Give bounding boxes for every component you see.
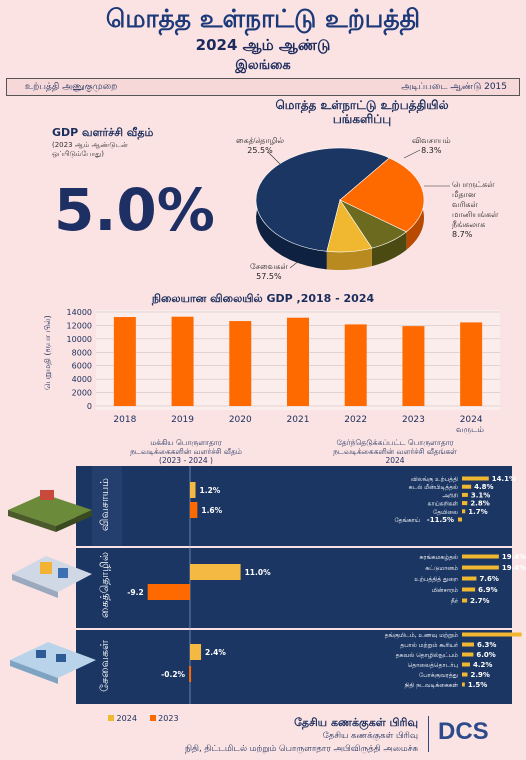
approach-label: உற்பத்தி அணுகுமுறை [25,82,118,92]
gdp-bar [229,321,252,406]
page-subtitle: 2024 ஆம் ஆண்டு [195,36,331,54]
pie-slice-2 [339,199,407,249]
selected-panel-head: தேர்ந்தெடுக்கப்பட்ட பொருளாதார நடவடிக்கைக… [333,438,457,465]
agriculture-band [92,466,122,546]
pie-label-services: சேவைகள் 57.5% [250,262,288,281]
pie-slice-1 [339,157,425,233]
industry-panel [76,548,512,628]
agriculture-label: விவசாயம் [98,478,111,532]
base-year-label: அடிப்படை ஆண்டு 2015 [401,82,507,92]
gdp-bar [287,317,309,406]
pie-title-line2: பங்களிப்பு [332,112,392,126]
legend-2023-swatch [149,715,156,721]
bar-x-tick: 2021 [287,415,310,425]
gdp-growth-label: GDP வளர்ச்சி வீதம் [52,126,154,139]
bar-x-tick: 2018 [113,415,136,425]
bar-y-tick: 6000 [72,362,92,371]
bar-chart-title: நிலையான விலையில் GDP ,2018 - 2024 [151,292,375,305]
legend-2024-label: 2024 [116,714,137,723]
bar-x-axis-label: வருடம் [456,425,484,435]
pie-side-3 [326,248,372,270]
bar-x-tick: 2024 [460,415,483,425]
info-bar: உற்பத்தி அணுகுமுறை அடிப்படை ஆண்டு 2015 [6,78,520,96]
bar-x-tick: 2023 [402,415,425,425]
gdp-growth-value: 5.0% [54,176,215,244]
legend-2023-label: 2023 [158,714,179,723]
bar-x-tick: 2019 [171,415,194,425]
footer-divider [428,716,429,752]
legend: 2024 2023 [108,714,179,723]
pie-side-0 [256,148,390,270]
bar-y-tick: 4000 [72,375,92,384]
pie-side-2 [371,231,407,267]
pie-title: மொத்த உள்நாட்டு உற்பத்தியில் பங்களிப்பு [262,98,462,126]
pie-slice-3 [326,199,373,253]
footer-ministry: நிதி, திட்டமிடல் மற்றும் பொருளாதார அபிவி… [184,744,418,754]
industry-label: கைத்தொழில் [98,552,111,619]
gdp-bar [113,317,136,406]
country-label: இலங்கை [235,58,291,73]
page-title: மொத்த உள்நாட்டு உற்பத்தி [105,4,421,33]
gdp-bar [344,324,367,406]
bar-y-tick: 0 [87,402,92,411]
bar-y-tick: 10000 [67,335,92,344]
dcs-logo: DCS [438,718,489,745]
pie-label-industry: கைத்தொழில் 25.5% [236,136,285,155]
services-label: சேவைகள் [98,640,111,692]
gdp-bar [460,322,483,406]
bar-y-tick: 2000 [72,389,92,398]
bar-y-axis-label: பெறுமதி (ரூபா பில்) [43,315,53,390]
services-panel [76,630,512,704]
pie-side-1 [389,157,424,250]
agriculture-panel [76,466,512,546]
pie-title-line1: மொத்த உள்நாட்டு உற்பத்தியில் [275,98,449,112]
bar-y-tick: 14000 [67,308,92,317]
gdp-growth-note-line1: (2023 ஆம் ஆண்டுடன் [52,141,128,149]
pie-label-taxes: பொருட்கள் மீதான வரிகள் மானியங்கள் நீங்கல… [452,180,499,239]
gdp-bar-chart: பெறுமதி (ரூபா பில்) வருடம் 0 2000 4000 6000… [43,308,500,435]
gdp-growth-note-line2: ஒப்பிடும்போது) [52,150,104,158]
gdp-growth-note: (2023 ஆம் ஆண்டுடன் ஒப்பிடும்போது) [52,141,128,159]
bar-x-tick: 2020 [229,415,252,425]
pie-leader-0 [289,259,301,269]
gdp-bar [171,316,194,406]
gdp-bar [402,326,425,406]
bar-y-tick: 12000 [67,321,92,330]
bar-x-tick: 2022 [344,415,367,425]
footer-dept: தேசிய கணக்குகள் பிரிவு [294,716,418,729]
pie-slice-0 [255,147,390,252]
legend-2024-swatch [108,715,114,721]
macro-panel-head: மக்கிய பொருளாதார நடவடிக்கைகளின் வளர்ச்சி… [130,438,242,465]
footer-dept-2: தேசிய கணக்குகள் பிரிவு [322,731,418,741]
bar-y-tick: 8000 [72,348,92,357]
pie-label-agriculture: விவசாயம் 8.3% [412,136,451,155]
